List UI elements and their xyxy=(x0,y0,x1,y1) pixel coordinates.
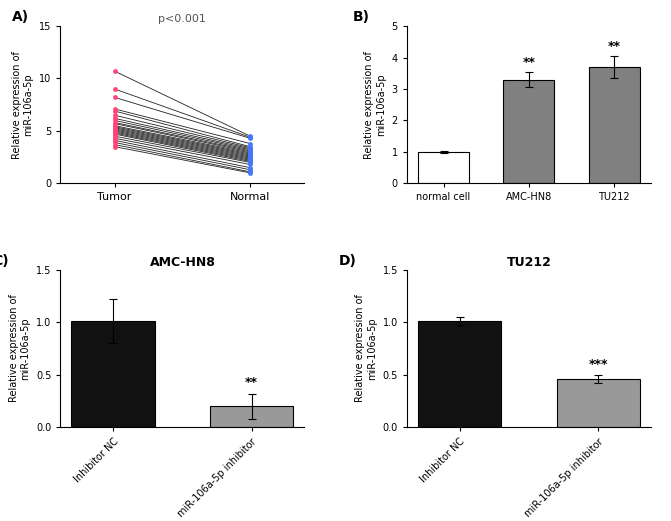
Point xyxy=(109,130,120,138)
Point xyxy=(245,152,256,160)
Point xyxy=(245,158,256,167)
Point xyxy=(245,164,256,172)
Text: **: ** xyxy=(522,56,535,69)
Point xyxy=(245,134,256,142)
Title: p<0.001: p<0.001 xyxy=(158,14,206,24)
Point xyxy=(109,114,120,122)
Bar xyxy=(72,321,154,427)
Point xyxy=(109,119,120,128)
Point xyxy=(245,145,256,153)
Point xyxy=(245,132,256,140)
Point xyxy=(245,168,256,176)
Bar xyxy=(418,321,501,427)
Point xyxy=(245,144,256,152)
Point xyxy=(109,134,120,142)
Point xyxy=(245,139,256,147)
Point xyxy=(245,154,256,163)
Title: AMC-HN8: AMC-HN8 xyxy=(150,256,215,269)
Point xyxy=(109,138,120,146)
Point xyxy=(245,153,256,162)
Text: ***: *** xyxy=(588,357,608,370)
Point xyxy=(109,125,120,133)
Text: A): A) xyxy=(11,10,29,24)
Point xyxy=(109,136,120,144)
Text: D): D) xyxy=(339,254,356,268)
Point xyxy=(245,160,256,169)
Title: TU212: TU212 xyxy=(507,256,552,269)
Bar xyxy=(503,80,554,183)
Bar xyxy=(588,67,639,183)
Point xyxy=(245,147,256,155)
Point xyxy=(245,155,256,164)
Point xyxy=(109,121,120,130)
Y-axis label: Relative expression of
miR-106a-5p: Relative expression of miR-106a-5p xyxy=(356,294,377,403)
Point xyxy=(109,126,120,134)
Point xyxy=(109,116,120,125)
Bar xyxy=(557,379,639,427)
Point xyxy=(245,133,256,141)
Point xyxy=(109,143,120,151)
Text: **: ** xyxy=(608,40,621,53)
Point xyxy=(109,67,120,76)
Point xyxy=(245,150,256,158)
Point xyxy=(109,127,120,135)
Point xyxy=(245,146,256,154)
Point xyxy=(109,93,120,102)
Text: C): C) xyxy=(0,254,9,268)
Point xyxy=(109,140,120,148)
Point xyxy=(109,111,120,119)
Point xyxy=(109,107,120,115)
Point xyxy=(109,118,120,127)
Point xyxy=(109,129,120,137)
Bar xyxy=(418,152,469,183)
Point xyxy=(109,132,120,140)
Point xyxy=(109,85,120,93)
Point xyxy=(245,148,256,156)
Text: **: ** xyxy=(245,377,258,390)
Point xyxy=(109,128,120,136)
Point xyxy=(245,157,256,166)
Text: B): B) xyxy=(353,10,370,24)
Point xyxy=(245,143,256,151)
Point xyxy=(245,166,256,174)
Point xyxy=(245,169,256,177)
Y-axis label: Relative expression of
miR-106a-5p: Relative expression of miR-106a-5p xyxy=(364,51,386,159)
Y-axis label: Relative expression of
miR-106a-5p: Relative expression of miR-106a-5p xyxy=(9,294,30,403)
Point xyxy=(245,149,256,157)
Bar xyxy=(210,406,293,427)
Point xyxy=(109,123,120,132)
Point xyxy=(109,105,120,113)
Point xyxy=(109,122,120,131)
Point xyxy=(245,151,256,159)
Y-axis label: Relative expression of
miR-106a-5p: Relative expression of miR-106a-5p xyxy=(12,51,34,159)
Point xyxy=(245,156,256,165)
